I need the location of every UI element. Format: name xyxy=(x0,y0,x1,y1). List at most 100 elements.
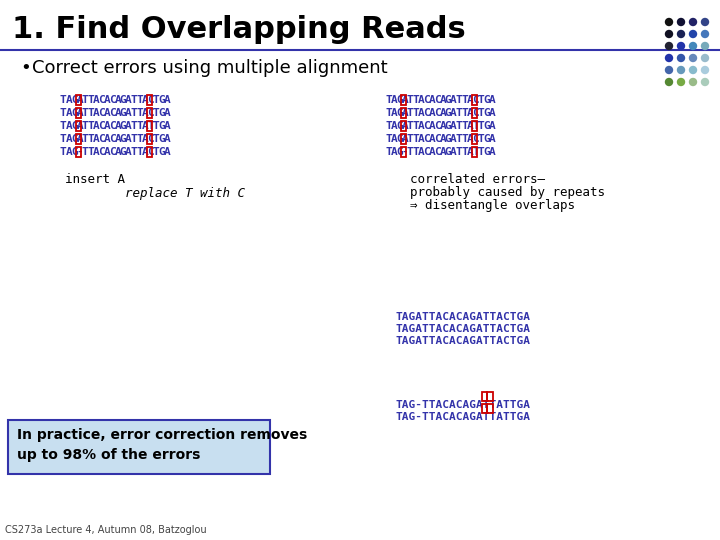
Text: G: G xyxy=(483,147,490,157)
Text: T: T xyxy=(131,95,138,105)
Circle shape xyxy=(690,66,696,73)
Text: G: G xyxy=(71,95,78,105)
Text: T: T xyxy=(385,108,392,118)
Text: correlated errors—: correlated errors— xyxy=(410,173,545,186)
Text: G: G xyxy=(445,134,451,144)
Circle shape xyxy=(690,43,696,50)
FancyBboxPatch shape xyxy=(8,420,270,474)
Text: A: A xyxy=(439,147,446,157)
Text: A: A xyxy=(488,121,495,131)
Text: G: G xyxy=(158,134,165,144)
Text: G: G xyxy=(120,95,127,105)
Text: T: T xyxy=(477,108,485,118)
Text: A: A xyxy=(142,121,148,131)
Text: C: C xyxy=(147,147,154,157)
Text: T: T xyxy=(153,121,159,131)
Text: A: A xyxy=(104,134,110,144)
Text: TAG-TTACACAGATTATTGA: TAG-TTACACAGATTATTGA xyxy=(395,400,530,410)
Text: T: T xyxy=(60,134,67,144)
Text: -: - xyxy=(76,147,83,157)
Circle shape xyxy=(678,55,685,62)
Text: C: C xyxy=(423,95,430,105)
Text: A: A xyxy=(450,147,457,157)
Text: T: T xyxy=(87,108,94,118)
Circle shape xyxy=(701,18,708,25)
Text: C: C xyxy=(109,95,116,105)
Text: C: C xyxy=(472,95,479,105)
Text: A: A xyxy=(66,95,72,105)
Circle shape xyxy=(701,55,708,62)
Text: T: T xyxy=(131,121,138,131)
Text: T: T xyxy=(456,121,462,131)
Text: A: A xyxy=(467,121,473,131)
Text: A: A xyxy=(104,121,110,131)
Text: C: C xyxy=(147,108,154,118)
Text: A: A xyxy=(142,134,148,144)
Text: T: T xyxy=(407,147,413,157)
Text: A: A xyxy=(439,108,446,118)
Text: A: A xyxy=(93,121,99,131)
Text: A: A xyxy=(390,134,397,144)
Text: A: A xyxy=(104,95,110,105)
Text: A: A xyxy=(428,95,436,105)
Text: A: A xyxy=(163,147,170,157)
Text: T: T xyxy=(407,134,413,144)
Text: A: A xyxy=(418,121,424,131)
Text: TAGATTACACAGATTACTGA: TAGATTACACAGATTACTGA xyxy=(395,312,530,322)
Text: C: C xyxy=(98,121,105,131)
Text: C: C xyxy=(109,108,116,118)
Text: C: C xyxy=(423,134,430,144)
Text: A: A xyxy=(76,108,83,118)
Text: A: A xyxy=(142,95,148,105)
Text: A: A xyxy=(114,134,121,144)
Circle shape xyxy=(665,66,672,73)
Text: G: G xyxy=(396,134,402,144)
Text: A: A xyxy=(401,121,408,131)
Text: A: A xyxy=(104,108,110,118)
Text: G: G xyxy=(445,95,451,105)
Text: A: A xyxy=(390,95,397,105)
Text: G: G xyxy=(120,121,127,131)
Text: A: A xyxy=(114,108,121,118)
Text: 1. Find Overlapping Reads: 1. Find Overlapping Reads xyxy=(12,15,466,44)
Text: T: T xyxy=(82,108,89,118)
Text: C: C xyxy=(434,147,441,157)
Text: A: A xyxy=(163,95,170,105)
Text: A: A xyxy=(401,95,408,105)
Text: A: A xyxy=(439,121,446,131)
Text: C: C xyxy=(147,134,154,144)
Text: T: T xyxy=(60,121,67,131)
Text: A: A xyxy=(76,95,83,105)
Text: A: A xyxy=(142,108,148,118)
Text: T: T xyxy=(385,147,392,157)
Text: G: G xyxy=(158,147,165,157)
Text: T: T xyxy=(456,95,462,105)
Text: TAG-TTACACAGATTATTGA: TAG-TTACACAGATTATTGA xyxy=(395,412,530,422)
Text: T: T xyxy=(153,95,159,105)
Text: T: T xyxy=(147,121,154,131)
Text: T: T xyxy=(87,121,94,131)
Text: A: A xyxy=(418,108,424,118)
Text: A: A xyxy=(125,108,132,118)
Text: C: C xyxy=(423,147,430,157)
Text: A: A xyxy=(439,134,446,144)
Circle shape xyxy=(665,55,672,62)
Text: A: A xyxy=(450,121,457,131)
Text: replace T with C: replace T with C xyxy=(125,187,245,200)
Text: C: C xyxy=(434,121,441,131)
Text: T: T xyxy=(462,134,468,144)
Text: T: T xyxy=(60,147,67,157)
Circle shape xyxy=(690,30,696,37)
Text: G: G xyxy=(396,121,402,131)
Text: A: A xyxy=(450,108,457,118)
Circle shape xyxy=(690,78,696,85)
Text: G: G xyxy=(396,108,402,118)
Text: A: A xyxy=(114,147,121,157)
Text: C: C xyxy=(423,121,430,131)
Circle shape xyxy=(678,30,685,37)
Circle shape xyxy=(665,78,672,85)
Text: A: A xyxy=(428,108,436,118)
Text: C: C xyxy=(434,108,441,118)
Text: A: A xyxy=(488,108,495,118)
Text: T: T xyxy=(153,134,159,144)
